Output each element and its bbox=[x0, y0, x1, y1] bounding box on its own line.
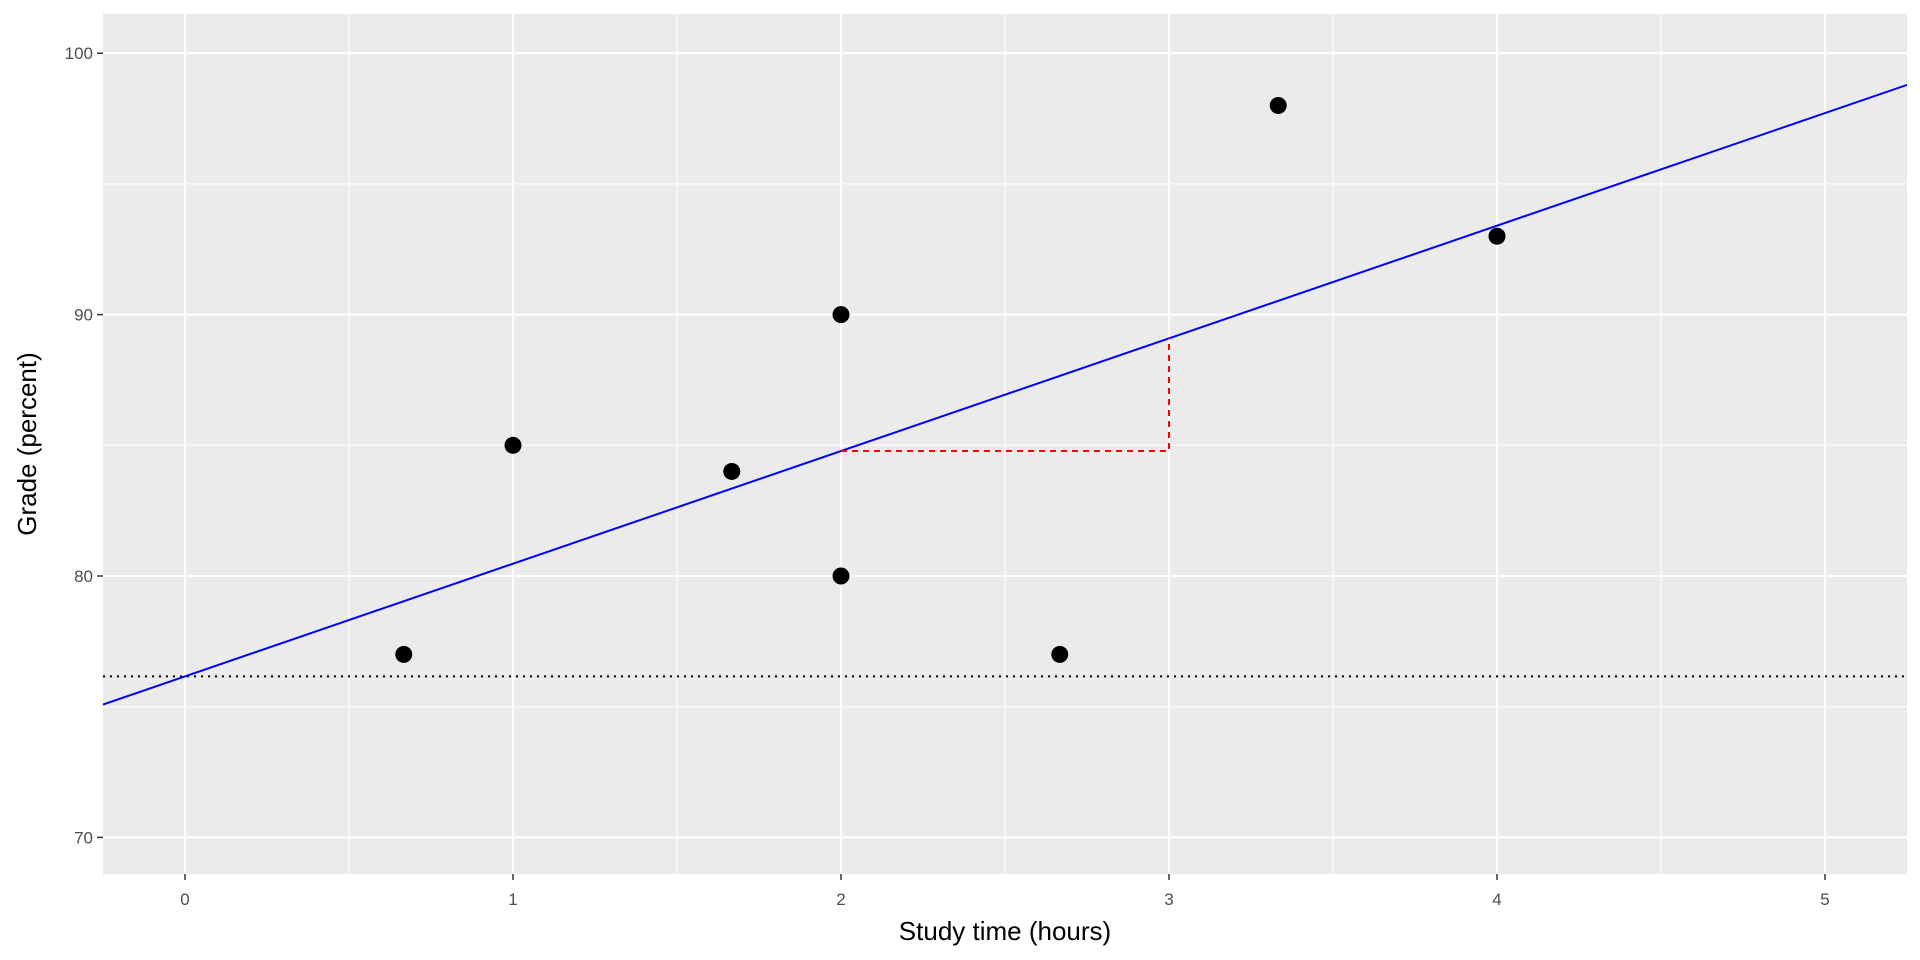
x-tick-label: 5 bbox=[1820, 890, 1829, 909]
x-tick-label: 2 bbox=[836, 890, 845, 909]
data-point bbox=[832, 567, 850, 585]
plot-content bbox=[102, 83, 1908, 706]
data-point bbox=[723, 462, 741, 480]
x-tick-label: 4 bbox=[1492, 890, 1501, 909]
x-tick-label: 1 bbox=[508, 890, 517, 909]
data-point bbox=[395, 645, 413, 663]
x-tick-label: 0 bbox=[180, 890, 189, 909]
minor-gridlines bbox=[103, 14, 1907, 874]
y-axis: 70 80 90 100 bbox=[65, 44, 103, 847]
y-tick-label: 90 bbox=[74, 306, 93, 325]
y-axis-title: Grade (percent) bbox=[12, 352, 42, 536]
regression-line bbox=[102, 83, 1908, 706]
data-point bbox=[832, 306, 850, 324]
y-tick-label: 100 bbox=[65, 44, 93, 63]
x-axis: 0 1 2 3 4 5 bbox=[180, 874, 1830, 909]
data-point bbox=[1051, 645, 1069, 663]
y-tick-label: 70 bbox=[74, 828, 93, 847]
x-axis-title: Study time (hours) bbox=[899, 916, 1111, 946]
data-point bbox=[1269, 96, 1287, 114]
x-tick-label: 3 bbox=[1164, 890, 1173, 909]
y-tick-label: 80 bbox=[74, 567, 93, 586]
data-point bbox=[1488, 227, 1506, 245]
data-point bbox=[504, 436, 522, 454]
